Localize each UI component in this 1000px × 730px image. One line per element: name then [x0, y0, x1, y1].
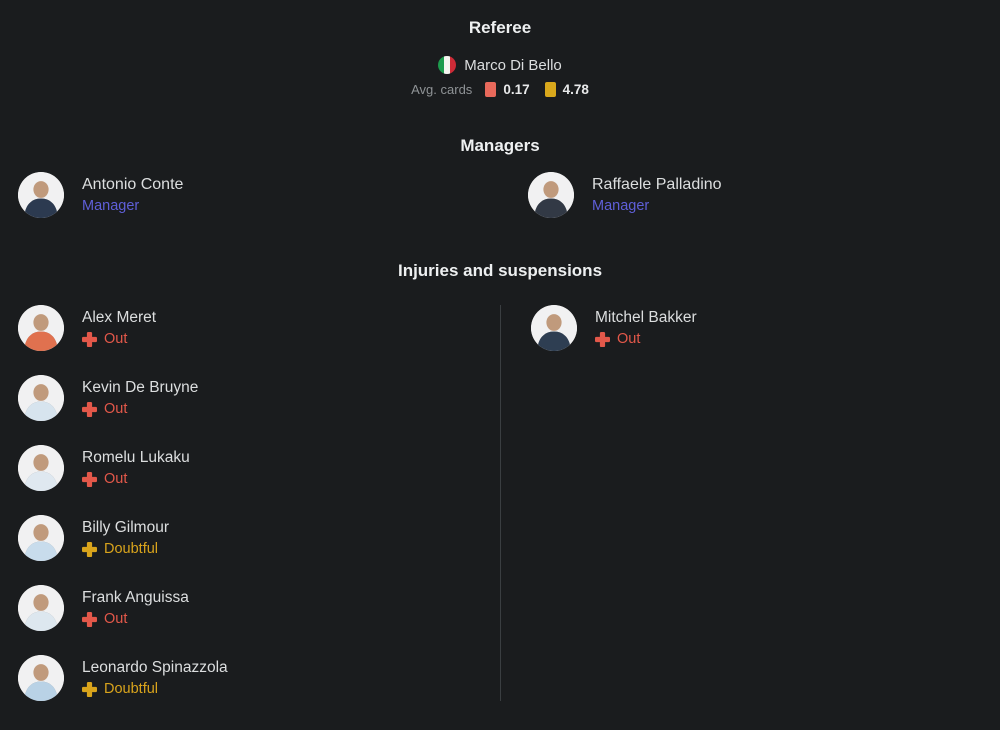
player-status: Doubtful: [82, 541, 169, 558]
player-avatar: [531, 305, 577, 351]
injuries-column-away: Mitchel Bakker Out: [500, 305, 1000, 701]
player-avatar: [18, 655, 64, 701]
injury-cross-icon: [82, 542, 97, 557]
player-row[interactable]: Mitchel Bakker Out: [531, 305, 1000, 351]
manager-role: Manager: [82, 198, 140, 214]
player-name: Frank Anguissa: [82, 589, 189, 606]
injuries-section-title: Injuries and suspensions: [397, 261, 603, 280]
referee-section: Referee Marco Di Bello Avg. cards 0.17 4…: [0, 0, 1000, 97]
player-status-label: Out: [104, 611, 128, 627]
player-row[interactable]: Romelu Lukaku Out: [18, 445, 500, 491]
injury-cross-icon: [82, 332, 97, 347]
injury-cross-icon: [595, 332, 610, 347]
player-status: Doubtful: [82, 681, 228, 698]
player-status: Out: [82, 401, 198, 418]
player-name: Mitchel Bakker: [595, 309, 697, 326]
player-avatar: [18, 375, 64, 421]
manager-card-home[interactable]: Antonio Conte Manager: [18, 172, 500, 218]
red-cards-value: 0.17: [503, 82, 530, 97]
injury-cross-icon: [82, 682, 97, 697]
player-status: Out: [82, 611, 189, 628]
player-row[interactable]: Alex Meret Out: [18, 305, 500, 351]
injury-cross-icon: [82, 612, 97, 627]
red-card-icon: [485, 82, 497, 97]
managers-section: Managers Antonio Conte Manager: [0, 135, 1000, 218]
referee-name: Marco Di Bello: [464, 56, 562, 74]
player-avatar: [18, 445, 64, 491]
yellow-cards-value: 4.78: [562, 82, 589, 97]
player-status: Out: [595, 331, 697, 348]
referee-avg-cards: Avg. cards 0.17 4.78: [0, 82, 1000, 97]
player-status-label: Doubtful: [104, 541, 159, 557]
player-name: Alex Meret: [82, 309, 157, 326]
player-name: Leonardo Spinazzola: [82, 659, 228, 676]
injury-cross-icon: [82, 472, 97, 487]
player-row[interactable]: Leonardo Spinazzola Doubtful: [18, 655, 500, 701]
referee-row: Marco Di Bello: [0, 56, 1000, 74]
injuries-columns: Alex Meret Out Kevin De Bruyne Out: [0, 305, 1000, 701]
player-name: Kevin De Bruyne: [82, 379, 199, 396]
yellow-card-icon: [544, 82, 556, 97]
player-status-label: Out: [617, 331, 641, 347]
player-status: Out: [82, 471, 190, 488]
red-cards-stat: 0.17: [485, 82, 530, 97]
manager-card-away[interactable]: Raffaele Palladino Manager: [528, 172, 1000, 218]
player-avatar: [18, 585, 64, 631]
player-status-label: Out: [104, 401, 128, 417]
injuries-section: Injuries and suspensions Alex Meret Out …: [0, 260, 1000, 701]
player-name: Romelu Lukaku: [82, 449, 190, 466]
manager-avatar: [528, 172, 574, 218]
italy-flag-icon: [438, 56, 457, 74]
manager-name: Antonio Conte: [82, 176, 184, 193]
manager-role: Manager: [592, 198, 650, 214]
player-avatar: [18, 305, 64, 351]
yellow-cards-stat: 4.78: [544, 82, 589, 97]
player-row[interactable]: Billy Gilmour Doubtful: [18, 515, 500, 561]
managers-section-title: Managers: [460, 136, 540, 155]
avg-cards-label: Avg. cards: [411, 82, 473, 97]
player-avatar: [18, 515, 64, 561]
player-status-label: Out: [104, 331, 128, 347]
player-status-label: Out: [104, 471, 128, 487]
player-row[interactable]: Frank Anguissa Out: [18, 585, 500, 631]
player-status: Out: [82, 331, 156, 348]
injuries-column-home: Alex Meret Out Kevin De Bruyne Out: [0, 305, 500, 701]
player-row[interactable]: Kevin De Bruyne Out: [18, 375, 500, 421]
manager-name: Raffaele Palladino: [592, 176, 722, 193]
player-name: Billy Gilmour: [82, 519, 169, 536]
manager-avatar: [18, 172, 64, 218]
injury-cross-icon: [82, 402, 97, 417]
referee-section-title: Referee: [468, 18, 532, 37]
player-status-label: Doubtful: [104, 681, 159, 697]
